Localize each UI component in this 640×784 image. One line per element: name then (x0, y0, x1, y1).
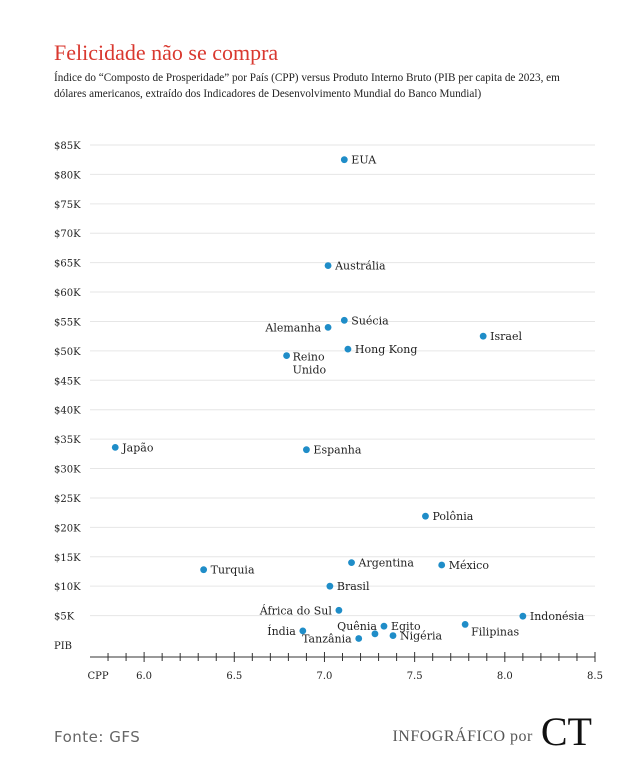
point-label: Reino (293, 351, 325, 364)
data-point (438, 561, 446, 569)
y-tick-label: $50K (54, 347, 81, 358)
x-tick-label: 6.0 (136, 671, 152, 682)
y-tick-label: $10K (54, 582, 81, 593)
x-tick-label: 7.0 (317, 671, 333, 682)
point-label: Unido (293, 364, 327, 377)
y-tick-label: $65K (54, 259, 81, 270)
point-label: Indonésia (530, 610, 585, 623)
data-point (340, 316, 348, 324)
point-label: Nigéria (400, 630, 442, 643)
x-tick-label: 6.5 (226, 671, 242, 682)
y-tick-label: $40K (54, 406, 81, 417)
data-point (283, 352, 290, 359)
y-tick-label: $75K (54, 200, 81, 211)
y-tick-label: $45K (54, 376, 81, 387)
y-tick-label: $60K (54, 288, 81, 299)
x-tick-label: 8.5 (587, 671, 603, 682)
data-point (422, 512, 429, 520)
y-tick-label: $20K (54, 523, 81, 534)
data-point (324, 262, 332, 269)
point-label: Israel (490, 330, 522, 343)
point-label: Egito (391, 620, 421, 633)
data-point (519, 612, 527, 620)
point-label: Austrália (334, 260, 386, 273)
data-point (340, 156, 348, 164)
data-point (324, 323, 332, 331)
ct-logo: CT (540, 709, 592, 754)
x-tick-label: 7.5 (407, 671, 423, 682)
data-point (303, 446, 310, 454)
point-label: Índia (267, 624, 296, 638)
data-point (389, 632, 397, 639)
data-point (461, 621, 469, 628)
x-tick-label: 8.0 (497, 671, 513, 682)
point-label: Japão (121, 441, 154, 454)
credit: INFOGRÁFICO por CT (392, 712, 592, 752)
y-tick-label: $25K (54, 494, 81, 505)
point-label: Brasil (337, 580, 370, 593)
y-tick-label: $30K (54, 465, 81, 476)
data-point (371, 630, 379, 638)
chart-title: Felicidade não se compra (54, 40, 279, 65)
y-tick-label: $15K (54, 553, 81, 564)
chart-subtitle: Índice do “Composto de Prosperidade” por… (54, 72, 560, 100)
data-point (200, 566, 208, 574)
y-tick-label: $70K (54, 229, 81, 240)
scatter-chart: $5K $10K $15K $20K $25K $30K $35K $40K $45K $50K $… (54, 141, 603, 682)
point-label: Espanha (313, 444, 361, 457)
x-axis-label: CPP (87, 671, 108, 682)
data-point (479, 332, 487, 340)
data-point (111, 443, 119, 451)
y-axis-label: PIB (54, 641, 72, 652)
point-label: Alemanha (264, 321, 321, 334)
point-label: Turquia (211, 564, 255, 577)
point-label: Suécia (351, 314, 389, 327)
source-note: Fonte: GFS (54, 728, 141, 746)
point-label: Tanzânia (302, 633, 352, 646)
point-label: Quênia (337, 620, 377, 633)
point-label: Hong Kong (355, 343, 418, 356)
data-point (348, 559, 355, 567)
y-tick-label: $55K (54, 317, 81, 328)
point-label: México (449, 559, 490, 572)
point-label: Filipinas (471, 625, 519, 638)
credit-text: INFOGRÁFICO por (392, 728, 533, 745)
data-point (326, 582, 334, 590)
data-point (355, 635, 363, 642)
point-label: Argentina (358, 557, 415, 570)
data-point (344, 345, 352, 353)
y-tick-label: $35K (54, 435, 81, 446)
data-point (380, 622, 388, 630)
point-label: EUA (351, 154, 377, 167)
y-tick-label: $5K (54, 612, 75, 623)
point-label: Polônia (432, 510, 473, 523)
data-point (299, 627, 307, 635)
y-tick-label: $85K (54, 141, 81, 152)
data-point (335, 606, 343, 614)
y-tick-label: $80K (54, 170, 81, 181)
point-label: África do Sul (259, 603, 333, 617)
